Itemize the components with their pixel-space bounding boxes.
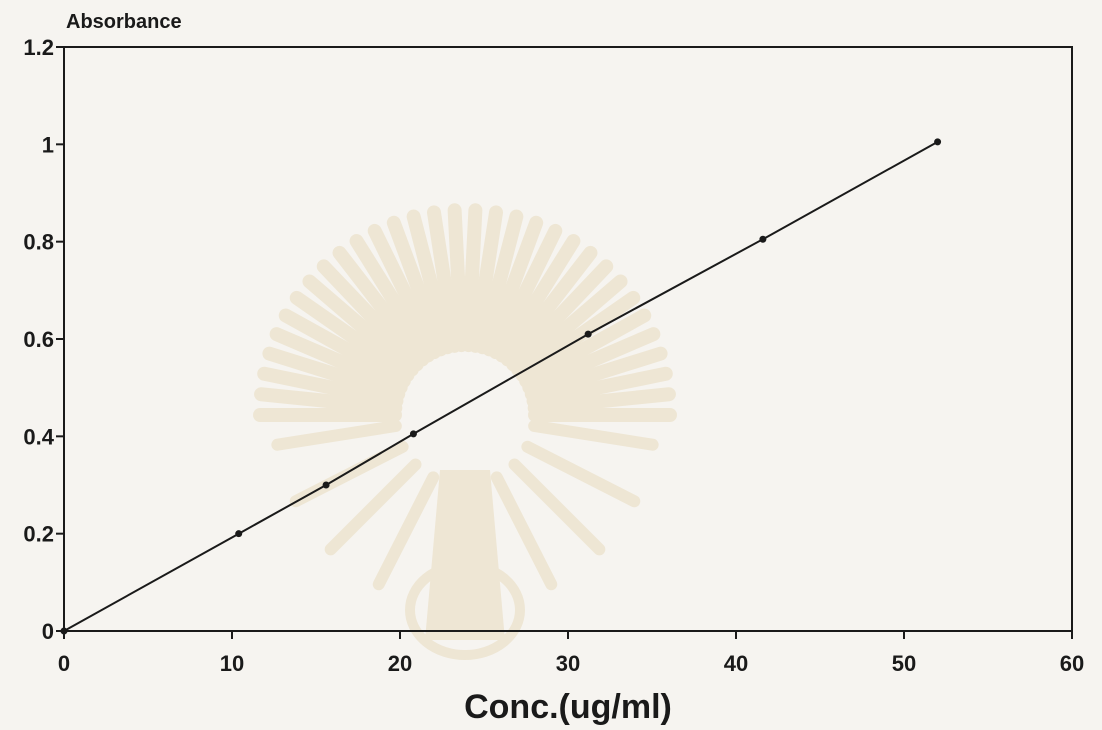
y-tick-label: 0.8 [23, 230, 54, 255]
y-tick-label: 0.2 [23, 522, 54, 547]
x-tick-label: 30 [556, 651, 580, 676]
y-axis: 0 0.2 0.4 0.6 0.8 1 1.2 [23, 35, 64, 644]
data-point [322, 481, 330, 489]
x-tick-label: 60 [1060, 651, 1084, 676]
seal-watermark [253, 203, 677, 660]
y-tick-label: 1 [42, 132, 54, 157]
x-tick-label: 10 [220, 651, 244, 676]
y-tick-label: 1.2 [23, 35, 54, 60]
data-point [409, 430, 417, 438]
x-tick-label: 20 [388, 651, 412, 676]
data-point [235, 530, 243, 538]
y-tick-label: 0 [42, 619, 54, 644]
x-axis: 0 10 20 30 40 50 60 [58, 631, 1084, 676]
x-tick-label: 40 [724, 651, 748, 676]
x-tick-label: 50 [892, 651, 916, 676]
y-tick-label: 0.6 [23, 327, 54, 352]
x-tick-label: 0 [58, 651, 70, 676]
data-point [60, 627, 68, 635]
y-axis-title: Absorbance [66, 11, 182, 33]
data-point [759, 235, 767, 243]
x-axis-title: Conc.(ug/ml) [464, 688, 672, 726]
y-tick-label: 0.4 [23, 424, 54, 449]
data-point [584, 330, 592, 338]
series-layer [60, 138, 942, 635]
data-point [934, 138, 942, 146]
